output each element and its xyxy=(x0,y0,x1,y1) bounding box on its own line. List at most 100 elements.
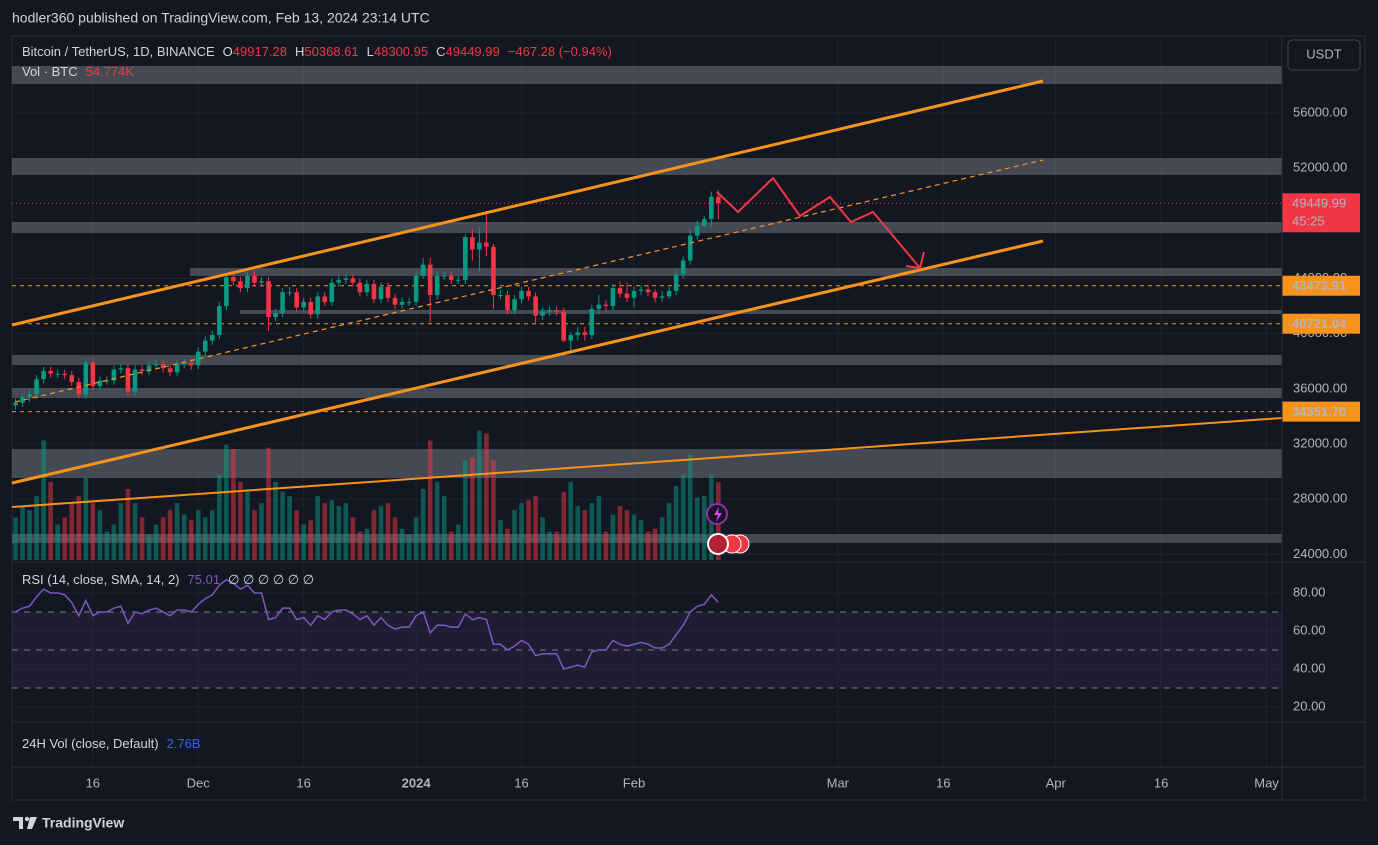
x-tick-label: 16 xyxy=(1154,775,1168,790)
c-letter: C xyxy=(436,44,445,59)
volume-bar xyxy=(90,503,96,560)
volume-bar xyxy=(371,510,377,560)
currency-label[interactable]: USDT xyxy=(1306,46,1341,61)
volume-bar xyxy=(259,503,264,560)
rsi-tick-label: 80.00 xyxy=(1293,584,1326,599)
candle-body xyxy=(13,402,18,406)
price-label-box xyxy=(1282,313,1360,334)
candle-body xyxy=(153,364,159,366)
x-tick-label: 16 xyxy=(86,775,100,790)
volume-bar xyxy=(132,503,138,560)
volume-bars xyxy=(12,202,1282,560)
volume-bar xyxy=(554,531,559,560)
y-tick-label: 32000.00 xyxy=(1293,436,1347,451)
x-tick-label: 16 xyxy=(296,775,310,790)
candle-body xyxy=(505,295,510,311)
volume-bar xyxy=(463,460,468,560)
volume-bar xyxy=(188,520,194,560)
candle-body xyxy=(687,235,693,261)
candle-body xyxy=(76,381,82,395)
countdown: 45:25 xyxy=(1292,214,1325,229)
price-label: 43473.91 xyxy=(1292,278,1346,293)
zone xyxy=(240,310,1282,314)
volume-bar xyxy=(301,524,306,560)
rsi-label: RSI (14, close, SMA, 14, 2) xyxy=(22,572,180,587)
volume-bar xyxy=(364,528,370,560)
candle-body xyxy=(315,296,321,315)
volume-bar xyxy=(34,496,39,560)
volume-bar xyxy=(62,517,68,560)
candle-body xyxy=(378,286,384,300)
volume-bar xyxy=(399,528,405,560)
candle-body xyxy=(371,283,377,300)
legend: Bitcoin / TetherUS, 1D, BINANCE O49917.28… xyxy=(22,44,612,59)
volume-bar xyxy=(561,491,567,560)
candle-body xyxy=(139,369,145,371)
candle-body xyxy=(118,368,124,370)
candle-body xyxy=(34,379,39,395)
x-tick-label: 16 xyxy=(514,775,528,790)
logo-dot xyxy=(24,816,30,822)
open: 49917.28 xyxy=(233,44,287,59)
volume-bar xyxy=(687,454,693,560)
candle-body xyxy=(55,373,60,375)
volume-bar xyxy=(413,517,419,560)
candle-body xyxy=(582,332,588,336)
volume-bar xyxy=(420,488,426,560)
volume-bar xyxy=(125,488,131,560)
volume-bar xyxy=(568,481,574,560)
volume-bar xyxy=(406,534,412,560)
currency-button[interactable] xyxy=(1287,39,1361,71)
candle-body xyxy=(624,293,630,298)
candle-body xyxy=(350,278,356,283)
candle-body xyxy=(41,370,46,380)
candle-body xyxy=(364,283,370,293)
candle-body xyxy=(231,277,236,282)
volume-bar xyxy=(603,531,609,560)
high: 50368.61 xyxy=(304,44,358,59)
volume-bar xyxy=(519,503,524,560)
y-tick-label: 28000.00 xyxy=(1293,491,1347,506)
volume-bar xyxy=(680,474,686,560)
footer: TradingView xyxy=(42,815,124,831)
h-letter: H xyxy=(295,44,304,59)
candle-body xyxy=(645,289,651,293)
candle-body xyxy=(195,351,201,366)
volume-bar xyxy=(308,520,313,560)
flag-icon[interactable] xyxy=(707,533,729,555)
volume-bar xyxy=(477,430,482,560)
header: hodler360 published on TradingView.com, … xyxy=(12,10,430,26)
volume-bar xyxy=(666,503,672,560)
price-label: 40721.04 xyxy=(1292,316,1347,331)
volume-bar xyxy=(652,528,658,560)
volume-bar xyxy=(329,500,335,560)
candle-body xyxy=(610,288,616,307)
candle-body xyxy=(673,274,679,291)
candle-body xyxy=(547,310,552,312)
candle-body xyxy=(477,242,482,250)
volume-bar xyxy=(441,496,447,560)
volume-bar xyxy=(448,531,454,560)
logo-mark xyxy=(27,817,37,829)
price-axis: 24000.0028000.0032000.0036000.0040000.00… xyxy=(1282,104,1360,713)
candle-body xyxy=(526,290,531,297)
x-tick-label: Mar xyxy=(827,775,850,790)
volume-bar xyxy=(547,531,552,560)
logo xyxy=(13,816,37,829)
candle-body xyxy=(238,281,243,289)
close: 49449.99 xyxy=(446,44,500,59)
zone xyxy=(12,222,1282,233)
volume-bar xyxy=(631,514,637,560)
candle-body xyxy=(575,332,581,336)
volume-bar xyxy=(287,496,292,560)
candle-body xyxy=(357,282,363,293)
candle-body xyxy=(259,281,264,283)
volume-bar xyxy=(273,481,278,560)
volume-bar xyxy=(252,510,257,560)
candle-body xyxy=(399,301,405,305)
volume-bar xyxy=(280,491,285,560)
volume-bar xyxy=(540,517,545,560)
candle-body xyxy=(652,292,658,298)
candle-body xyxy=(455,279,461,281)
volume-bar xyxy=(434,481,440,560)
